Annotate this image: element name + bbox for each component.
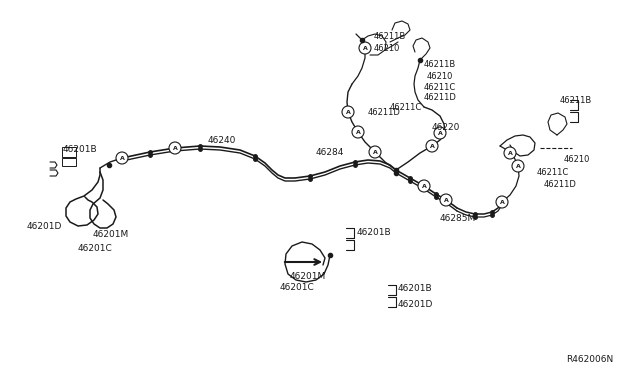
Circle shape <box>359 42 371 54</box>
Text: 46211C: 46211C <box>390 103 422 112</box>
Text: A: A <box>372 150 378 154</box>
Text: A: A <box>346 109 351 115</box>
Text: 46211D: 46211D <box>424 93 457 102</box>
Text: A: A <box>508 151 513 155</box>
Text: 46211B: 46211B <box>560 96 592 105</box>
Text: 46211D: 46211D <box>544 180 577 189</box>
Bar <box>62 158 76 166</box>
Text: A: A <box>500 199 504 205</box>
Circle shape <box>512 160 524 172</box>
Text: 46201B: 46201B <box>398 284 433 293</box>
Text: A: A <box>429 144 435 148</box>
Text: 46285M: 46285M <box>440 214 476 223</box>
Circle shape <box>169 142 181 154</box>
Text: 46201M: 46201M <box>93 230 129 239</box>
Text: 46201M: 46201M <box>290 272 326 281</box>
Text: A: A <box>356 129 360 135</box>
Circle shape <box>434 127 446 139</box>
Circle shape <box>342 106 354 118</box>
Bar <box>62 147 76 157</box>
Text: 46211D: 46211D <box>368 108 401 117</box>
Text: 46210: 46210 <box>427 72 453 81</box>
Circle shape <box>440 194 452 206</box>
Text: 46220: 46220 <box>432 123 460 132</box>
Text: 46211C: 46211C <box>537 168 569 177</box>
Text: 46201B: 46201B <box>63 145 98 154</box>
Text: A: A <box>173 145 177 151</box>
Text: 46201C: 46201C <box>280 283 315 292</box>
Text: A: A <box>438 131 442 135</box>
Text: 46201C: 46201C <box>78 244 113 253</box>
Text: 46284: 46284 <box>316 148 344 157</box>
Text: 46201D: 46201D <box>398 300 433 309</box>
Circle shape <box>418 180 430 192</box>
Circle shape <box>496 196 508 208</box>
Circle shape <box>426 140 438 152</box>
Text: 46240: 46240 <box>208 136 236 145</box>
Text: A: A <box>516 164 520 169</box>
Circle shape <box>504 147 516 159</box>
Text: 46201B: 46201B <box>357 228 392 237</box>
Circle shape <box>369 146 381 158</box>
Text: 46211C: 46211C <box>424 83 456 92</box>
Text: A: A <box>363 45 367 51</box>
Text: 46210: 46210 <box>564 155 590 164</box>
Text: 46201D: 46201D <box>27 222 62 231</box>
Text: A: A <box>444 198 449 202</box>
Text: 46211B: 46211B <box>374 32 406 41</box>
Circle shape <box>352 126 364 138</box>
Text: A: A <box>120 155 124 160</box>
Text: 46210: 46210 <box>374 44 401 53</box>
Text: 46211B: 46211B <box>424 60 456 69</box>
Text: R462006N: R462006N <box>566 355 613 364</box>
Text: A: A <box>422 183 426 189</box>
Circle shape <box>116 152 128 164</box>
